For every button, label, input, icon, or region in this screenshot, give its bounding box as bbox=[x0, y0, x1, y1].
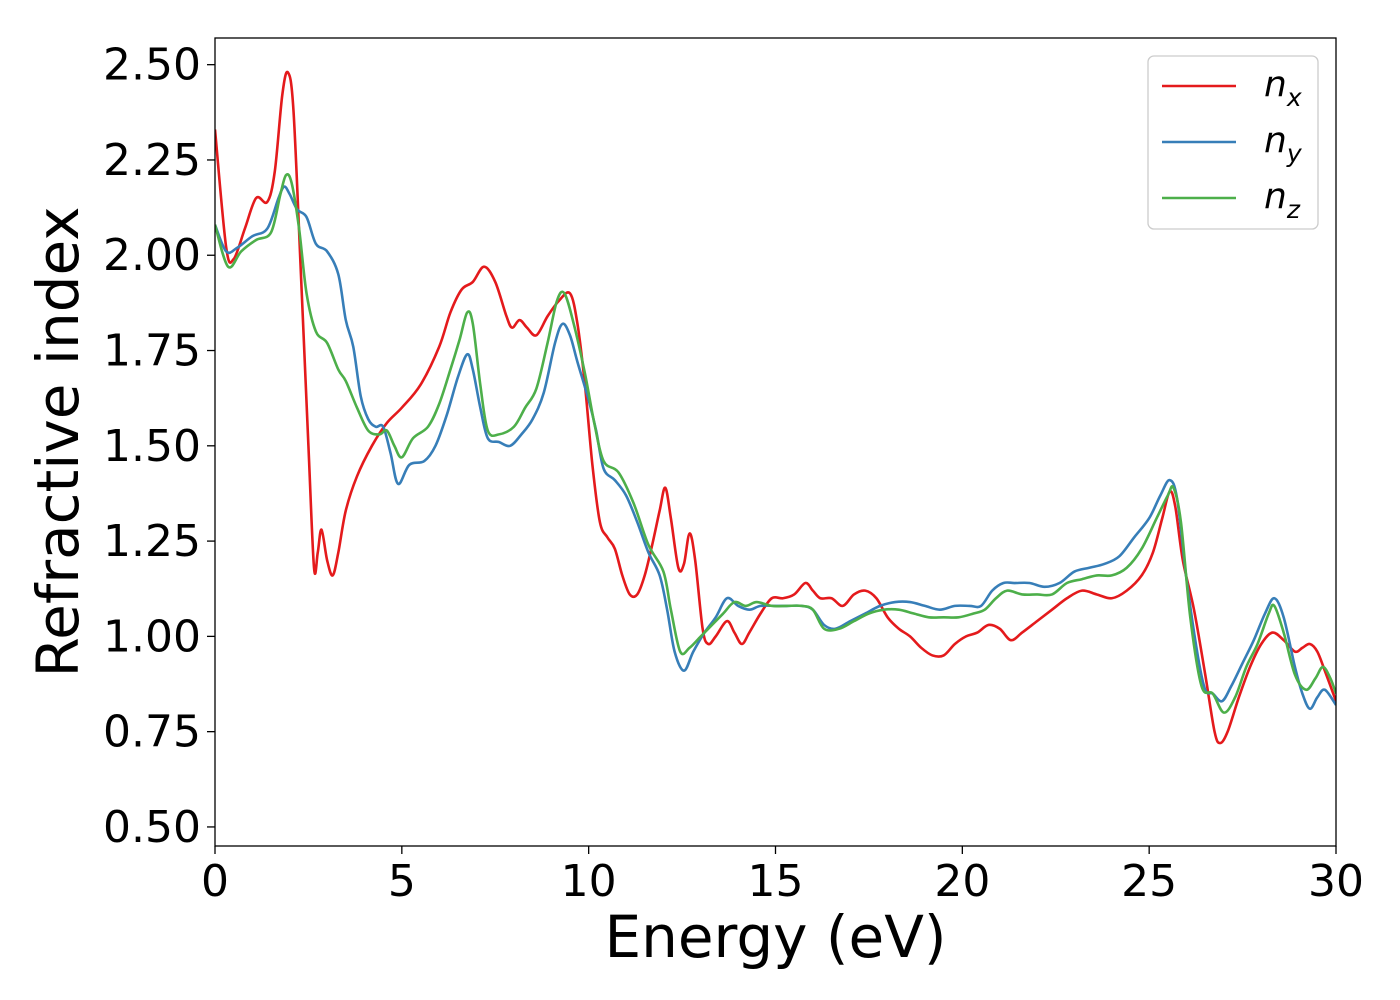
y-axis-label: Refractive index bbox=[24, 206, 92, 677]
legend-label-subscript: z bbox=[1286, 195, 1301, 224]
x-tick-label: 30 bbox=[1308, 856, 1364, 907]
y-tick-label: 2.25 bbox=[103, 135, 201, 186]
x-tick-label: 25 bbox=[1121, 856, 1177, 907]
legend-label-base: n bbox=[1264, 120, 1287, 161]
x-axis-ticks: 0 5 10 15 20 25 30 bbox=[201, 846, 1364, 907]
series-line-z bbox=[215, 173, 1336, 714]
series-line-x bbox=[215, 70, 1336, 745]
legend-label-z: nz bbox=[1264, 176, 1301, 224]
x-tick-label: 10 bbox=[561, 856, 617, 907]
x-tick-label: 15 bbox=[748, 856, 804, 907]
y-tick-label: 1.75 bbox=[103, 326, 201, 377]
x-tick-label: 20 bbox=[934, 856, 990, 907]
legend-label-y: ny bbox=[1264, 120, 1303, 168]
series-layer bbox=[215, 70, 1336, 745]
y-tick-label: 1.50 bbox=[103, 421, 201, 472]
legend-label-subscript: x bbox=[1286, 83, 1302, 112]
series-line-y bbox=[215, 185, 1336, 711]
x-axis-label: Energy (eV) bbox=[604, 903, 946, 971]
y-tick-label: 1.00 bbox=[103, 611, 201, 662]
legend-label-x: nx bbox=[1264, 64, 1302, 112]
legend-label-subscript: y bbox=[1286, 139, 1303, 168]
y-axis-ticks: 0.50 0.75 1.00 1.25 1.50 1.75 2.00 2.25 2.50 bbox=[103, 40, 215, 853]
y-tick-label: 2.50 bbox=[103, 40, 201, 91]
y-tick-label: 0.75 bbox=[103, 707, 201, 758]
legend-label-base: n bbox=[1264, 64, 1287, 105]
x-tick-label: 0 bbox=[201, 856, 229, 907]
y-tick-label: 1.25 bbox=[103, 516, 201, 567]
legend-label-base: n bbox=[1264, 176, 1287, 217]
y-tick-label: 2.00 bbox=[103, 230, 201, 281]
x-tick-label: 5 bbox=[388, 856, 416, 907]
y-tick-label: 0.50 bbox=[103, 802, 201, 853]
